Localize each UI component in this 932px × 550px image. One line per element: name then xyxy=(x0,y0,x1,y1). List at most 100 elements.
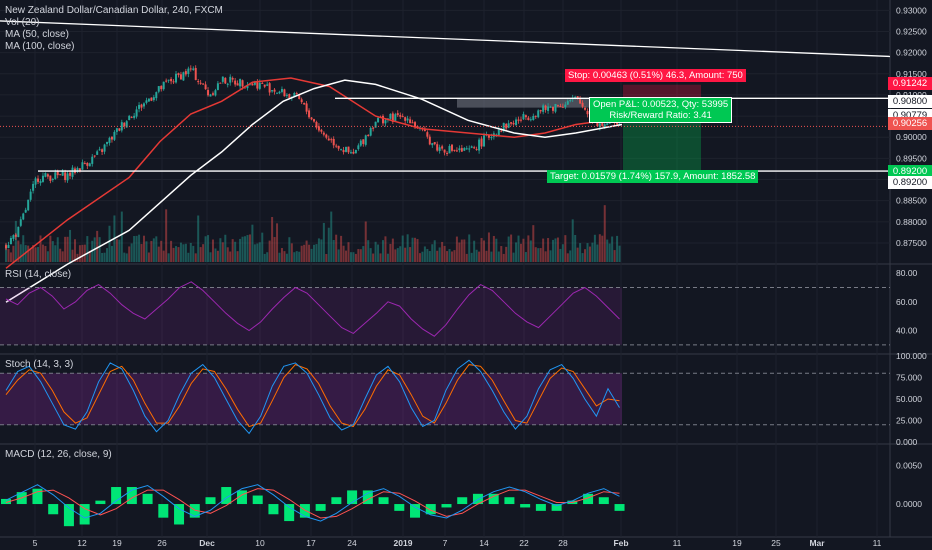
candle-body xyxy=(251,83,254,86)
volume-bar xyxy=(34,247,37,262)
volume-bar xyxy=(418,253,421,262)
volume-bar xyxy=(618,245,621,262)
volume-bar xyxy=(251,224,254,262)
target-label-box: Target: 0.01579 (1.74%) 157.9, Amount: 1… xyxy=(547,170,759,183)
candle-body xyxy=(537,110,540,118)
macd-histogram-bar xyxy=(142,493,153,505)
volume-bar xyxy=(406,234,409,262)
candle-body xyxy=(468,148,471,150)
macd-histogram-bar xyxy=(205,497,216,505)
volume-bar xyxy=(460,239,463,262)
volume-bar xyxy=(179,242,182,262)
candle-body xyxy=(337,145,340,149)
candle-body xyxy=(202,83,205,85)
macd-histogram-bar xyxy=(126,487,137,505)
volume-bar xyxy=(606,239,609,262)
candle-body xyxy=(88,163,91,167)
volume-bar xyxy=(216,250,219,262)
candle-body xyxy=(357,145,360,150)
candle-body xyxy=(441,146,444,149)
candle-body xyxy=(322,132,325,135)
candle-body xyxy=(110,136,113,140)
volume-bar xyxy=(596,244,599,262)
volume-bar xyxy=(492,235,495,262)
volume-bar xyxy=(187,252,190,262)
macd-histogram-bar xyxy=(174,504,185,525)
volume-bar xyxy=(268,240,271,262)
volume-bar xyxy=(293,252,296,262)
volume-bar xyxy=(512,252,515,262)
x-tick-label: 11 xyxy=(673,538,682,548)
candle-body xyxy=(433,142,436,145)
volume-bar xyxy=(426,248,429,262)
osc-tick-label: 75.000 xyxy=(896,373,922,383)
stop-price-tag: 0.91242 xyxy=(888,77,932,90)
candle-body xyxy=(305,103,308,112)
volume-bar xyxy=(106,248,109,262)
volume-bar xyxy=(273,237,276,262)
x-tick-label: 19 xyxy=(112,538,122,548)
volume-bar xyxy=(549,250,552,262)
candle-body xyxy=(315,121,318,128)
candle-body xyxy=(280,88,283,92)
candle-body xyxy=(404,117,407,121)
volume-bar xyxy=(295,251,298,262)
candle-body xyxy=(527,117,530,121)
macd-histogram-bar xyxy=(299,504,310,518)
volume-bar xyxy=(78,245,81,262)
osc-tick-label: 0.0050 xyxy=(896,460,922,470)
volume-bar xyxy=(401,235,404,262)
candle-body xyxy=(396,113,399,116)
volume-bar xyxy=(534,247,537,262)
volume-bar xyxy=(584,249,587,262)
candle-body xyxy=(39,181,42,184)
x-tick-label: Mar xyxy=(809,538,825,548)
volume-bar xyxy=(581,253,584,262)
volume-bar xyxy=(66,236,69,262)
volume-bar xyxy=(448,249,451,262)
volume-bar xyxy=(51,241,54,262)
candle-body xyxy=(515,119,518,126)
volume-bar xyxy=(49,235,52,262)
candle-body xyxy=(123,122,126,127)
volume-bar xyxy=(320,239,323,262)
candle-body xyxy=(288,93,291,98)
volume-bar xyxy=(160,240,163,262)
volume-bar xyxy=(209,252,212,262)
volume-bar xyxy=(19,244,22,262)
volume-bar xyxy=(14,220,17,262)
volume-bar xyxy=(421,251,424,262)
candle-body xyxy=(547,106,550,111)
volume-bar xyxy=(502,253,505,262)
symbol-title: New Zealand Dollar/Canadian Dollar, 240,… xyxy=(5,5,223,16)
volume-bar xyxy=(81,244,84,262)
candle-body xyxy=(544,105,547,110)
candle-body xyxy=(529,119,532,121)
volume-bar xyxy=(22,235,25,262)
volume-bar xyxy=(133,236,136,262)
candle-body xyxy=(175,73,178,83)
rsi-legend: RSI (14, close) xyxy=(5,269,72,280)
volume-bar xyxy=(283,251,286,262)
volume-bar xyxy=(337,249,340,262)
volume-bar xyxy=(69,229,72,262)
candle-body xyxy=(340,149,343,151)
candle-body xyxy=(576,96,579,99)
candle-body xyxy=(534,115,537,117)
candle-body xyxy=(32,183,35,191)
price-tick-label: 0.91000 xyxy=(896,90,927,100)
candle-body xyxy=(138,104,141,109)
candle-body xyxy=(443,149,446,153)
volume-bar xyxy=(317,238,320,262)
current-price-tag: 0.90256 xyxy=(888,117,932,130)
candle-body xyxy=(64,172,67,180)
macd-histogram-bar xyxy=(236,490,247,505)
candle-body xyxy=(406,118,409,121)
volume-bar xyxy=(71,249,74,262)
candle-body xyxy=(603,124,606,128)
osc-tick-label: 0.0000 xyxy=(896,499,922,509)
volume-bar xyxy=(61,251,64,262)
candle-body xyxy=(216,83,219,90)
macd-histogram-bar xyxy=(583,493,594,505)
